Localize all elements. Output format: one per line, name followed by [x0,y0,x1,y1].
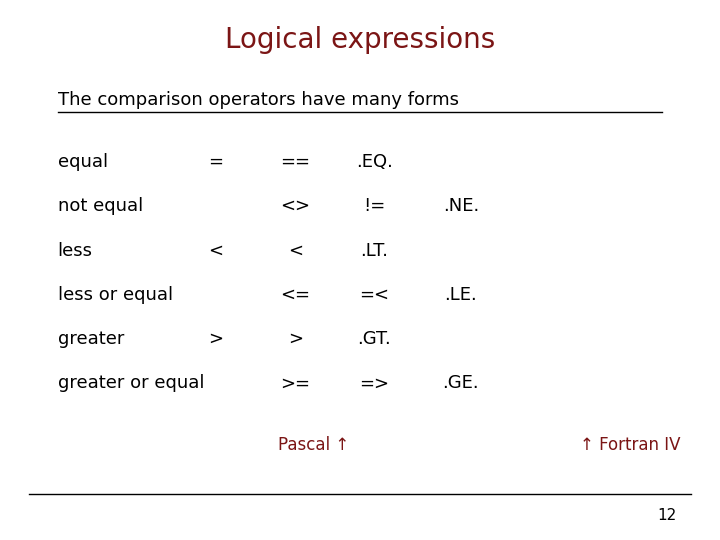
Text: Pascal ↑: Pascal ↑ [278,436,348,455]
Text: .LE.: .LE. [444,286,477,304]
Text: Logical expressions: Logical expressions [225,26,495,55]
Text: 12: 12 [657,508,677,523]
Text: less or equal: less or equal [58,286,173,304]
Text: greater or equal: greater or equal [58,374,204,393]
Text: >: > [209,330,223,348]
Text: .GE.: .GE. [443,374,479,393]
Text: >=: >= [280,374,310,393]
Text: .GT.: .GT. [358,330,391,348]
Text: The comparison operators have many forms: The comparison operators have many forms [58,91,459,109]
Text: .EQ.: .EQ. [356,153,393,171]
Text: <: < [209,241,223,260]
Text: .NE.: .NE. [443,197,479,215]
Text: greater: greater [58,330,124,348]
Text: not equal: not equal [58,197,143,215]
Text: =: = [209,153,223,171]
Text: ↑ Fortran IV: ↑ Fortran IV [580,436,680,455]
Text: less: less [58,241,93,260]
Text: <=: <= [280,286,310,304]
Text: equal: equal [58,153,108,171]
Text: ==: == [280,153,310,171]
Text: .LT.: .LT. [361,241,388,260]
Text: =<: =< [359,286,390,304]
Text: <>: <> [280,197,310,215]
Text: =>: => [359,374,390,393]
Text: !=: != [364,197,385,215]
Text: >: > [288,330,302,348]
Text: <: < [288,241,302,260]
